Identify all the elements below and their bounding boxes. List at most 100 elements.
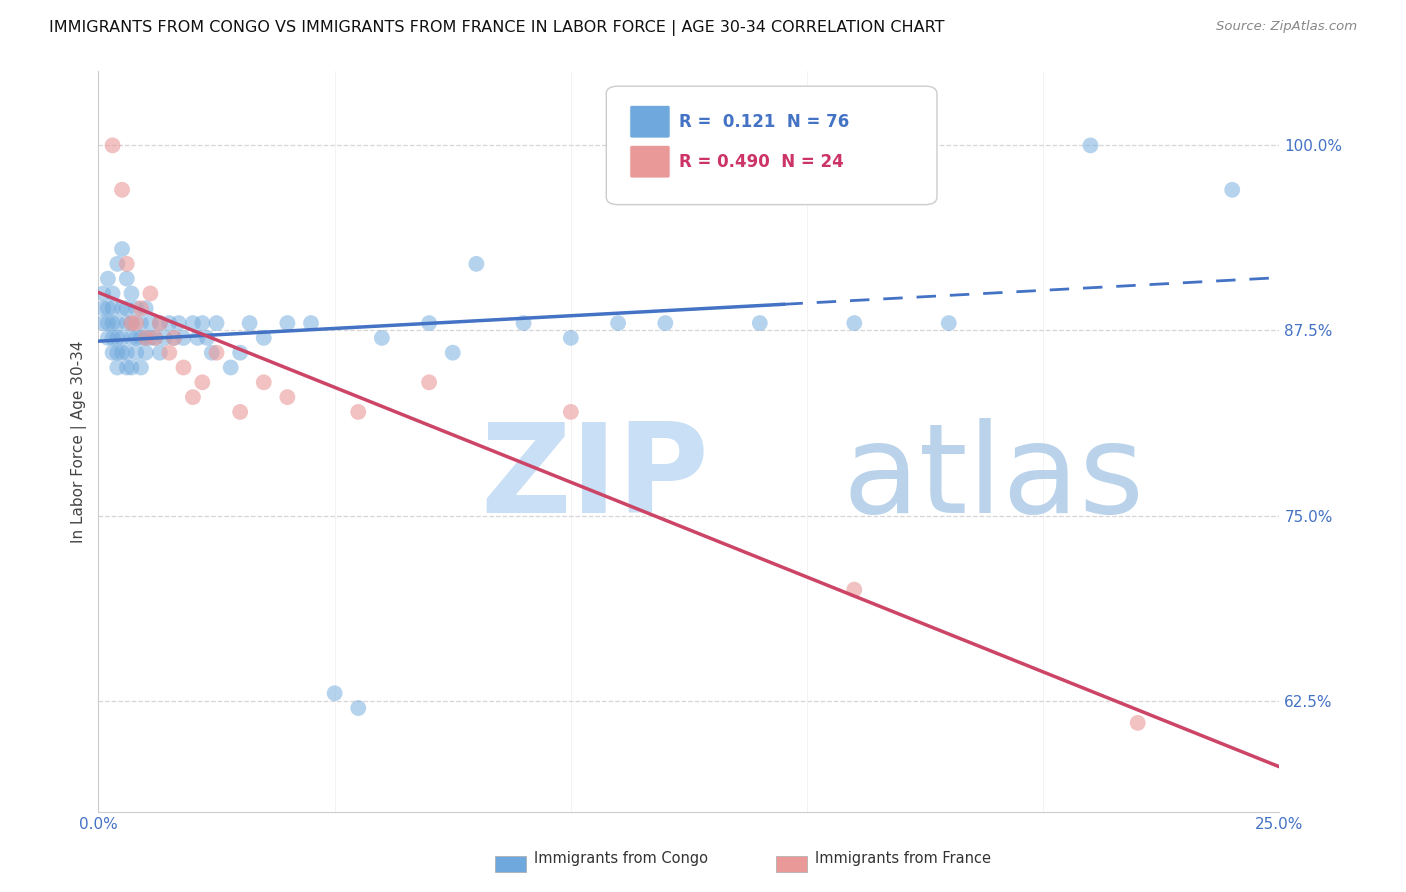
Point	[1080, 138, 1102, 153]
Point	[371, 331, 394, 345]
Point	[181, 316, 204, 330]
Point	[129, 301, 152, 316]
Point	[219, 360, 242, 375]
Point	[167, 316, 190, 330]
Point	[101, 331, 124, 345]
Point	[139, 316, 162, 330]
Point	[844, 582, 866, 597]
Point	[157, 345, 180, 359]
Point	[91, 301, 114, 316]
Point	[418, 316, 440, 330]
Point	[560, 331, 582, 345]
Point	[229, 345, 252, 359]
Point	[111, 301, 134, 316]
Point	[1126, 715, 1149, 730]
Point	[143, 331, 166, 345]
Point	[163, 331, 186, 345]
Point	[441, 345, 464, 359]
Point	[229, 405, 252, 419]
Point	[512, 316, 534, 330]
Point	[97, 316, 120, 330]
Point	[121, 360, 143, 375]
Point	[125, 345, 148, 359]
Text: R = 0.490  N = 24: R = 0.490 N = 24	[679, 153, 844, 170]
Point	[299, 316, 322, 330]
Point	[195, 331, 218, 345]
Point	[129, 331, 152, 345]
Point	[105, 360, 128, 375]
Point	[191, 376, 214, 390]
Point	[111, 345, 134, 359]
Point	[91, 316, 114, 330]
Point	[276, 390, 298, 404]
Point	[101, 138, 124, 153]
Point	[201, 345, 224, 359]
Point	[323, 686, 346, 700]
Point	[121, 286, 143, 301]
Point	[139, 286, 162, 301]
Point	[125, 316, 148, 330]
Point	[191, 316, 214, 330]
Point	[418, 376, 440, 390]
Y-axis label: In Labor Force | Age 30-34: In Labor Force | Age 30-34	[72, 340, 87, 543]
Point	[97, 331, 120, 345]
Point	[115, 360, 138, 375]
Point	[654, 316, 676, 330]
Point	[347, 405, 370, 419]
FancyBboxPatch shape	[630, 145, 671, 178]
Text: Immigrants from France: Immigrants from France	[815, 852, 991, 866]
Point	[115, 301, 138, 316]
Text: Immigrants from Congo: Immigrants from Congo	[534, 852, 709, 866]
Point	[135, 331, 157, 345]
Point	[101, 286, 124, 301]
Point	[1220, 183, 1243, 197]
Text: IMMIGRANTS FROM CONGO VS IMMIGRANTS FROM FRANCE IN LABOR FORCE | AGE 30-34 CORRE: IMMIGRANTS FROM CONGO VS IMMIGRANTS FROM…	[49, 20, 945, 36]
Point	[105, 331, 128, 345]
Point	[143, 331, 166, 345]
Point	[748, 316, 770, 330]
Point	[101, 316, 124, 330]
Point	[135, 345, 157, 359]
Point	[111, 183, 134, 197]
Point	[149, 345, 172, 359]
Text: atlas: atlas	[842, 418, 1144, 539]
FancyBboxPatch shape	[630, 105, 671, 138]
Point	[111, 331, 134, 345]
Point	[149, 316, 172, 330]
Point	[105, 316, 128, 330]
Point	[129, 316, 152, 330]
Point	[115, 316, 138, 330]
Point	[172, 360, 194, 375]
Point	[276, 316, 298, 330]
Point	[139, 331, 162, 345]
Point	[181, 390, 204, 404]
Point	[129, 360, 152, 375]
Point	[115, 257, 138, 271]
Point	[163, 331, 186, 345]
Point	[105, 345, 128, 359]
Point	[121, 331, 143, 345]
Point	[97, 271, 120, 285]
Text: Source: ZipAtlas.com: Source: ZipAtlas.com	[1216, 20, 1357, 33]
Point	[111, 242, 134, 256]
Point	[115, 271, 138, 285]
Point	[157, 316, 180, 330]
Point	[205, 316, 228, 330]
Point	[172, 331, 194, 345]
Point	[115, 345, 138, 359]
Point	[253, 376, 276, 390]
Point	[97, 301, 120, 316]
Point	[125, 331, 148, 345]
Point	[135, 301, 157, 316]
Point	[239, 316, 262, 330]
Point	[844, 316, 866, 330]
Point	[149, 316, 172, 330]
Text: R =  0.121  N = 76: R = 0.121 N = 76	[679, 112, 849, 131]
Point	[607, 316, 630, 330]
Point	[347, 701, 370, 715]
Point	[105, 257, 128, 271]
Point	[465, 257, 488, 271]
Point	[101, 345, 124, 359]
Point	[125, 301, 148, 316]
Point	[121, 316, 143, 330]
